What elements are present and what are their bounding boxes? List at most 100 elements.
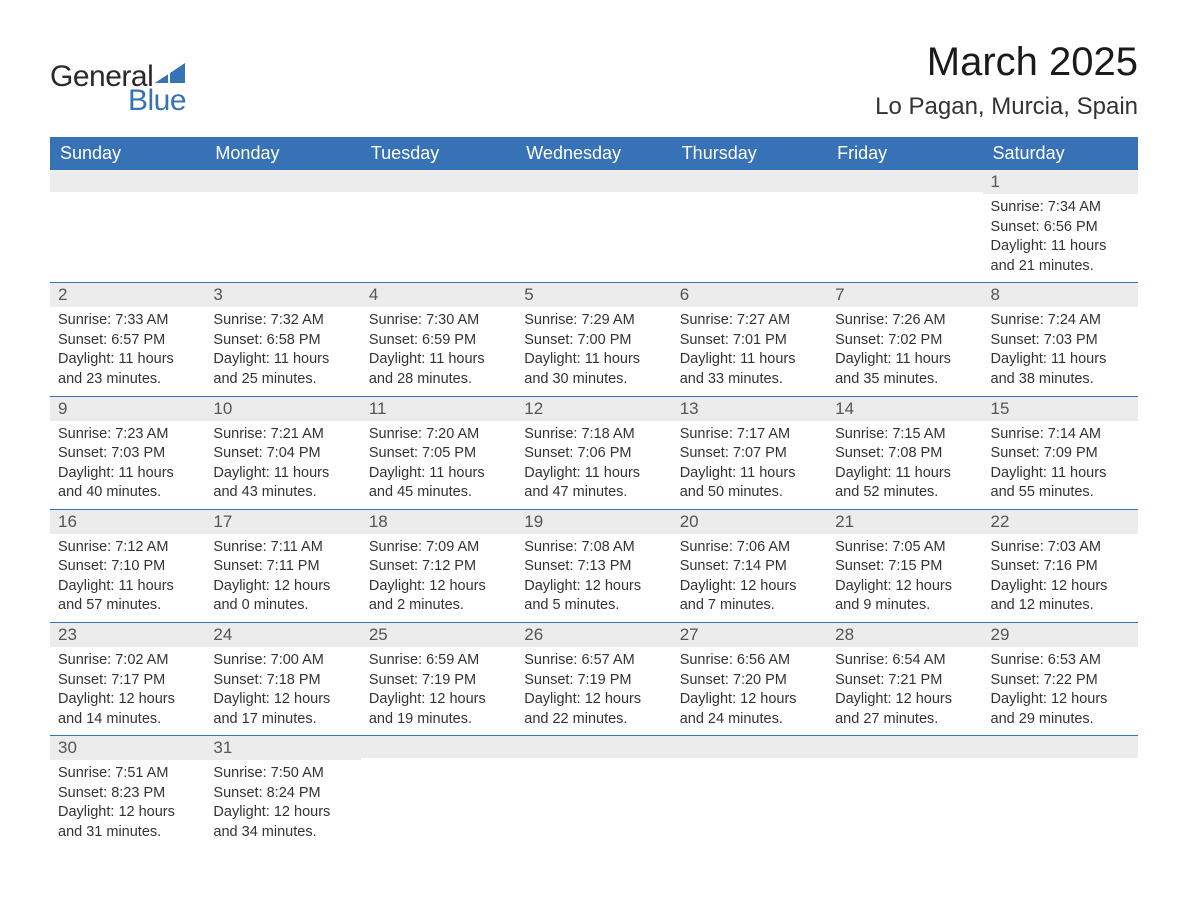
week-row: 9Sunrise: 7:23 AMSunset: 7:03 PMDaylight… xyxy=(50,396,1138,509)
day-header-row: Sunday Monday Tuesday Wednesday Thursday… xyxy=(50,137,1138,170)
day-cell: 26Sunrise: 6:57 AMSunset: 7:19 PMDayligh… xyxy=(516,623,671,736)
day-number: 26 xyxy=(516,623,671,647)
sunrise-text: Sunrise: 7:05 AM xyxy=(835,538,974,558)
sunset-text: Sunset: 7:00 PM xyxy=(524,331,663,351)
day-cell: 23Sunrise: 7:02 AMSunset: 7:17 PMDayligh… xyxy=(50,623,205,736)
day-details: Sunrise: 7:32 AMSunset: 6:58 PMDaylight:… xyxy=(205,307,360,395)
day-cell: 16Sunrise: 7:12 AMSunset: 7:10 PMDayligh… xyxy=(50,509,205,622)
daylight-text: Daylight: 11 hours and 47 minutes. xyxy=(524,464,663,503)
day-number: 19 xyxy=(516,510,671,534)
daylight-text: Daylight: 12 hours and 14 minutes. xyxy=(58,690,197,729)
day-number xyxy=(516,736,671,758)
day-details: Sunrise: 7:23 AMSunset: 7:03 PMDaylight:… xyxy=(50,421,205,509)
day-cell: 29Sunrise: 6:53 AMSunset: 7:22 PMDayligh… xyxy=(983,623,1138,736)
day-details: Sunrise: 6:56 AMSunset: 7:20 PMDaylight:… xyxy=(672,647,827,735)
sunset-text: Sunset: 8:23 PM xyxy=(58,784,197,804)
day-details: Sunrise: 7:18 AMSunset: 7:06 PMDaylight:… xyxy=(516,421,671,509)
day-cell xyxy=(672,736,827,849)
daylight-text: Daylight: 12 hours and 5 minutes. xyxy=(524,577,663,616)
sunrise-text: Sunrise: 7:23 AM xyxy=(58,425,197,445)
day-number: 2 xyxy=(50,283,205,307)
day-details xyxy=(50,192,205,268)
sunset-text: Sunset: 7:13 PM xyxy=(524,557,663,577)
sunrise-text: Sunrise: 7:33 AM xyxy=(58,311,197,331)
day-cell: 30Sunrise: 7:51 AMSunset: 8:23 PMDayligh… xyxy=(50,736,205,849)
day-header: Monday xyxy=(205,137,360,170)
day-number: 28 xyxy=(827,623,982,647)
day-number xyxy=(361,170,516,192)
daylight-text: Daylight: 11 hours and 35 minutes. xyxy=(835,350,974,389)
day-number: 1 xyxy=(983,170,1138,194)
day-header: Tuesday xyxy=(361,137,516,170)
calendar-body: 1Sunrise: 7:34 AMSunset: 6:56 PMDaylight… xyxy=(50,170,1138,849)
daylight-text: Daylight: 11 hours and 57 minutes. xyxy=(58,577,197,616)
day-number: 16 xyxy=(50,510,205,534)
day-details: Sunrise: 7:02 AMSunset: 7:17 PMDaylight:… xyxy=(50,647,205,735)
sunrise-text: Sunrise: 6:53 AM xyxy=(991,651,1130,671)
sunrise-text: Sunrise: 7:06 AM xyxy=(680,538,819,558)
day-details: Sunrise: 7:08 AMSunset: 7:13 PMDaylight:… xyxy=(516,534,671,622)
day-cell xyxy=(516,736,671,849)
day-details xyxy=(672,192,827,268)
day-details: Sunrise: 7:50 AMSunset: 8:24 PMDaylight:… xyxy=(205,760,360,848)
logo: General Blue xyxy=(50,60,186,118)
daylight-text: Daylight: 12 hours and 2 minutes. xyxy=(369,577,508,616)
day-details: Sunrise: 7:11 AMSunset: 7:11 PMDaylight:… xyxy=(205,534,360,622)
day-cell: 28Sunrise: 6:54 AMSunset: 7:21 PMDayligh… xyxy=(827,623,982,736)
day-details: Sunrise: 7:14 AMSunset: 7:09 PMDaylight:… xyxy=(983,421,1138,509)
week-row: 30Sunrise: 7:51 AMSunset: 8:23 PMDayligh… xyxy=(50,736,1138,849)
location-text: Lo Pagan, Murcia, Spain xyxy=(875,93,1138,121)
sunset-text: Sunset: 7:17 PM xyxy=(58,671,197,691)
day-number: 31 xyxy=(205,736,360,760)
day-number: 30 xyxy=(50,736,205,760)
daylight-text: Daylight: 12 hours and 19 minutes. xyxy=(369,690,508,729)
day-cell xyxy=(361,736,516,849)
day-cell: 13Sunrise: 7:17 AMSunset: 7:07 PMDayligh… xyxy=(672,396,827,509)
daylight-text: Daylight: 11 hours and 43 minutes. xyxy=(213,464,352,503)
sunset-text: Sunset: 7:02 PM xyxy=(835,331,974,351)
day-cell: 11Sunrise: 7:20 AMSunset: 7:05 PMDayligh… xyxy=(361,396,516,509)
day-details: Sunrise: 7:51 AMSunset: 8:23 PMDaylight:… xyxy=(50,760,205,848)
day-details: Sunrise: 7:29 AMSunset: 7:00 PMDaylight:… xyxy=(516,307,671,395)
day-details: Sunrise: 7:27 AMSunset: 7:01 PMDaylight:… xyxy=(672,307,827,395)
sunset-text: Sunset: 7:15 PM xyxy=(835,557,974,577)
sunrise-text: Sunrise: 7:02 AM xyxy=(58,651,197,671)
logo-text-blue: Blue xyxy=(128,84,186,118)
day-details xyxy=(827,758,982,834)
day-cell: 9Sunrise: 7:23 AMSunset: 7:03 PMDaylight… xyxy=(50,396,205,509)
day-header: Thursday xyxy=(672,137,827,170)
day-cell: 14Sunrise: 7:15 AMSunset: 7:08 PMDayligh… xyxy=(827,396,982,509)
daylight-text: Daylight: 12 hours and 0 minutes. xyxy=(213,577,352,616)
sunrise-text: Sunrise: 7:29 AM xyxy=(524,311,663,331)
day-details: Sunrise: 7:15 AMSunset: 7:08 PMDaylight:… xyxy=(827,421,982,509)
day-number: 22 xyxy=(983,510,1138,534)
sunset-text: Sunset: 7:16 PM xyxy=(991,557,1130,577)
sunrise-text: Sunrise: 7:08 AM xyxy=(524,538,663,558)
week-row: 16Sunrise: 7:12 AMSunset: 7:10 PMDayligh… xyxy=(50,509,1138,622)
day-cell: 4Sunrise: 7:30 AMSunset: 6:59 PMDaylight… xyxy=(361,283,516,396)
day-cell: 21Sunrise: 7:05 AMSunset: 7:15 PMDayligh… xyxy=(827,509,982,622)
sunset-text: Sunset: 6:56 PM xyxy=(991,218,1130,238)
day-details: Sunrise: 7:05 AMSunset: 7:15 PMDaylight:… xyxy=(827,534,982,622)
sunset-text: Sunset: 7:19 PM xyxy=(524,671,663,691)
sunrise-text: Sunrise: 7:09 AM xyxy=(369,538,508,558)
daylight-text: Daylight: 12 hours and 27 minutes. xyxy=(835,690,974,729)
day-details: Sunrise: 7:21 AMSunset: 7:04 PMDaylight:… xyxy=(205,421,360,509)
day-cell xyxy=(516,170,671,283)
day-header: Friday xyxy=(827,137,982,170)
day-cell: 8Sunrise: 7:24 AMSunset: 7:03 PMDaylight… xyxy=(983,283,1138,396)
sunset-text: Sunset: 7:20 PM xyxy=(680,671,819,691)
sunset-text: Sunset: 7:10 PM xyxy=(58,557,197,577)
day-header: Wednesday xyxy=(516,137,671,170)
daylight-text: Daylight: 11 hours and 52 minutes. xyxy=(835,464,974,503)
title-block: March 2025 Lo Pagan, Murcia, Spain xyxy=(875,40,1138,121)
daylight-text: Daylight: 12 hours and 12 minutes. xyxy=(991,577,1130,616)
daylight-text: Daylight: 11 hours and 21 minutes. xyxy=(991,237,1130,276)
day-number: 15 xyxy=(983,397,1138,421)
day-details: Sunrise: 6:54 AMSunset: 7:21 PMDaylight:… xyxy=(827,647,982,735)
daylight-text: Daylight: 12 hours and 29 minutes. xyxy=(991,690,1130,729)
sunset-text: Sunset: 7:03 PM xyxy=(58,444,197,464)
day-details xyxy=(983,758,1138,834)
sunrise-text: Sunrise: 7:17 AM xyxy=(680,425,819,445)
sunrise-text: Sunrise: 7:50 AM xyxy=(213,764,352,784)
